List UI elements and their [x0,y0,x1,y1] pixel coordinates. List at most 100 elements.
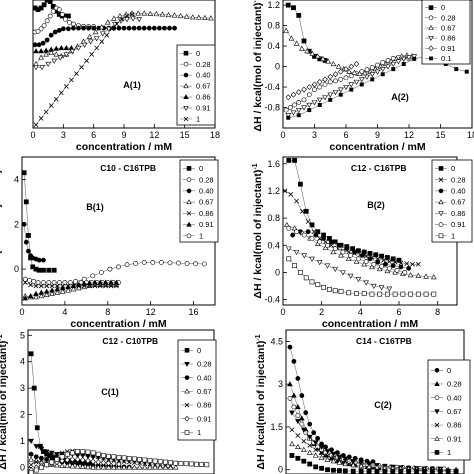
data-point [291,392,297,398]
data-point [350,462,357,468]
data-point [289,427,295,433]
data-point [386,286,393,292]
data-point [305,229,311,235]
y-tick-label: 4 [20,357,25,367]
legend-marker [434,367,440,373]
data-point [290,91,297,98]
data-point [99,31,106,37]
data-point [39,464,44,470]
chart-panel-b1: 0 4 8 12 16 0 2 4 0 0.28 0.40 0.67 0.86 0.91 1 B(1) C10 … [0,156,219,330]
data-point [300,427,307,433]
y-tick-label: 0 [275,62,280,72]
series-line [289,347,374,462]
data-point [312,440,319,446]
y-tick-label: 0.4 [267,240,280,250]
data-point [309,256,315,262]
legend: 0 0.28 0.40 0.67 0.86 0.91 1 [177,339,217,441]
data-point [361,291,367,296]
x-tick-label: 15 [435,130,445,140]
data-point [402,270,408,275]
legend-label: 0.91 [199,220,214,229]
data-point [286,115,291,120]
data-point [59,285,66,291]
data-point [92,28,99,35]
data-point [110,464,117,470]
data-point [380,72,385,77]
data-point [283,107,289,113]
y-tick-label: 0.8 [267,213,280,223]
data-point [106,453,111,459]
panel-title: C14 - C16TPB [356,336,412,346]
data-point [44,0,50,3]
data-point [64,451,70,457]
data-point [396,257,402,263]
data-point [69,49,76,55]
x-tick-label: 6 [343,130,348,140]
data-point [295,419,301,425]
data-point [48,450,55,456]
data-point [327,79,333,85]
data-point [106,26,112,32]
data-point [338,252,344,258]
data-point [56,7,62,12]
data-point [141,25,147,31]
data-point [62,280,68,285]
legend-marker [186,166,192,171]
legend-label: 0.40 [196,71,211,80]
data-point [366,468,372,474]
data-point [338,92,343,97]
data-point [315,435,321,441]
data-point [291,404,297,410]
data-point [285,246,292,252]
x-tick-label: 18 [467,130,474,140]
data-point [147,464,153,470]
data-point [75,449,80,454]
data-point [346,68,352,74]
data-point [295,403,301,410]
data-point [314,53,321,59]
legend-label: 0.67 [199,198,214,207]
legend-marker [183,50,189,56]
data-point [26,248,31,254]
data-point [162,25,167,31]
data-point [332,90,339,96]
data-point [291,5,296,11]
data-point [80,457,86,463]
legend-label: 0.91 [451,220,466,229]
data-point [363,280,369,286]
legend-marker [186,177,192,182]
data-point [283,27,289,33]
data-point [309,50,316,56]
data-point [369,72,376,78]
data-point [327,92,334,98]
y-axis-label: ΔH / kcal(mol of injectant)-1 [0,334,9,469]
data-point [95,464,102,470]
legend-label: 0.67 [197,387,212,396]
legend-label: 0.40 [451,186,466,195]
data-point [295,376,301,381]
panel-label: C(1) [101,387,119,397]
data-point [31,279,37,284]
data-point [183,13,190,19]
legend-label: 0.40 [199,186,214,195]
data-point [52,29,58,35]
legend-label: 0.86 [197,401,212,410]
x-axis-label: concentration / mM [76,141,173,153]
legend-label: 0.86 [447,421,462,430]
data-point [28,470,34,474]
plot-area [22,170,207,301]
data-point [47,0,53,4]
data-point [342,460,349,467]
data-point [105,464,112,470]
data-point [28,456,34,462]
data-point [347,273,354,279]
data-point [359,253,365,258]
data-point [322,82,328,87]
x-tick-label: 8 [105,307,110,317]
legend-marker [438,222,444,227]
legend-label: 0.91 [197,414,212,423]
data-point [350,468,356,474]
data-point [286,256,292,262]
legend-label: 0.86 [451,209,466,218]
data-point [65,284,71,290]
